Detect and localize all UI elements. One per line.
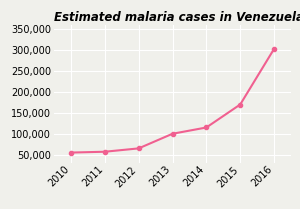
Text: Estimated malaria cases in Venezuela: Estimated malaria cases in Venezuela: [54, 11, 300, 24]
